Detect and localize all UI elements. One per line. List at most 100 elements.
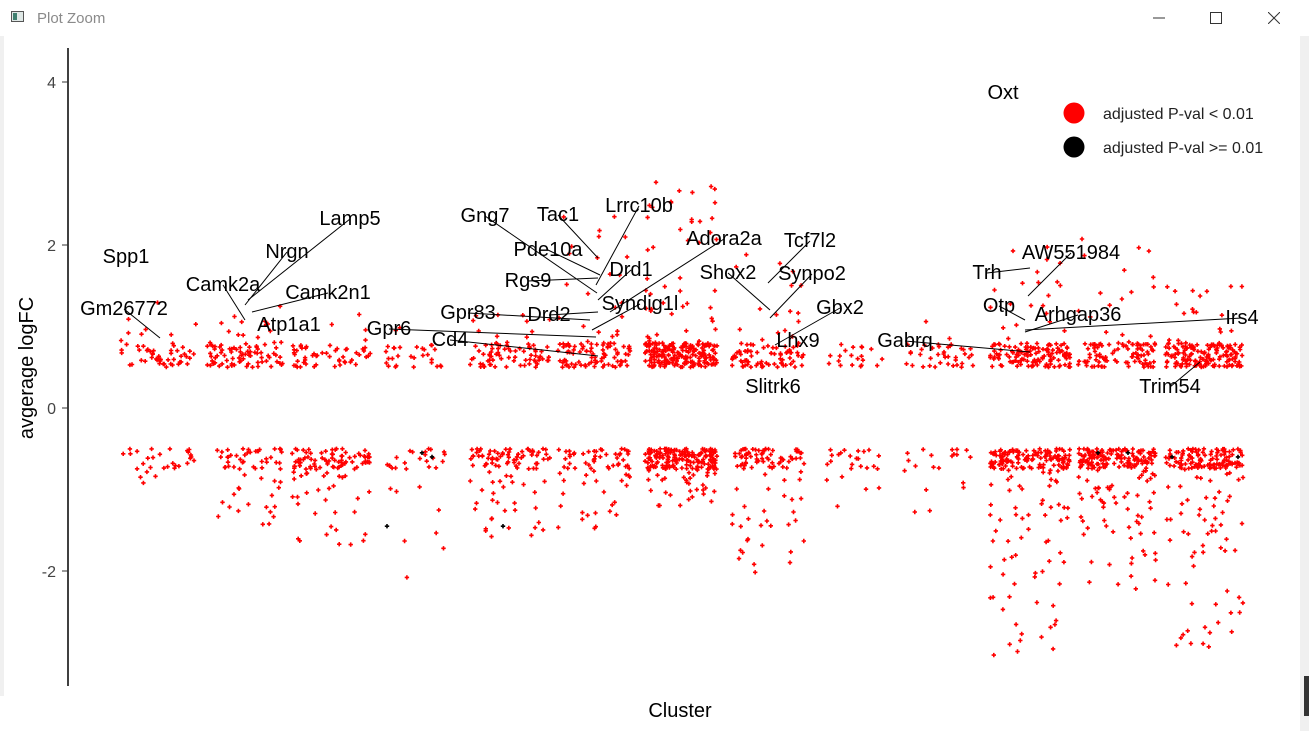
close-button[interactable] <box>1254 4 1294 32</box>
data-point <box>801 461 807 466</box>
data-point <box>1043 364 1048 369</box>
data-point <box>1202 625 1208 630</box>
data-point <box>665 454 670 459</box>
data-point <box>935 352 941 357</box>
data-point <box>599 356 604 361</box>
data-point <box>229 361 234 367</box>
data-point <box>652 345 657 351</box>
data-point <box>1065 461 1070 467</box>
data-point <box>1089 559 1094 565</box>
data-point <box>1020 516 1025 521</box>
data-point <box>678 503 683 508</box>
data-point <box>1082 253 1087 258</box>
data-point <box>126 330 131 336</box>
data-point <box>766 362 771 367</box>
data-point <box>342 359 347 364</box>
data-point <box>777 261 783 266</box>
data-point <box>1137 475 1142 480</box>
data-point <box>745 538 750 543</box>
data-point <box>1079 496 1084 501</box>
data-point <box>237 466 242 472</box>
data-point <box>216 514 221 519</box>
data-point <box>730 521 735 527</box>
data-point <box>1196 463 1202 468</box>
data-point <box>1145 478 1150 484</box>
data-point <box>260 522 265 527</box>
maximize-button[interactable] <box>1196 4 1236 32</box>
data-point <box>1119 459 1124 465</box>
data-point <box>1223 449 1228 454</box>
data-point <box>170 341 175 346</box>
data-point <box>1007 449 1012 454</box>
data-point <box>1013 512 1019 517</box>
data-point <box>327 343 333 348</box>
data-point <box>1026 364 1031 369</box>
data-point <box>613 347 618 352</box>
data-point <box>470 463 475 468</box>
data-point <box>481 364 487 369</box>
data-point <box>151 348 156 353</box>
data-point <box>1039 501 1044 506</box>
data-point <box>1189 601 1195 606</box>
data-point <box>1143 358 1148 363</box>
data-point <box>290 343 296 348</box>
minimize-button[interactable] <box>1139 4 1179 32</box>
data-point <box>905 451 910 456</box>
data-point <box>788 309 793 314</box>
data-point <box>584 473 589 478</box>
data-point <box>663 451 668 456</box>
gene-label-leader-line <box>547 249 601 276</box>
data-point <box>660 453 665 458</box>
data-point <box>1104 461 1110 467</box>
data-point <box>420 353 426 358</box>
data-point <box>189 454 194 460</box>
data-point <box>1125 506 1130 512</box>
data-point <box>706 462 711 467</box>
data-point <box>1166 456 1172 461</box>
data-point <box>1227 494 1232 499</box>
data-point <box>324 351 329 356</box>
data-point <box>225 447 230 452</box>
data-point <box>271 514 276 519</box>
data-point <box>849 466 854 471</box>
data-point <box>876 453 881 458</box>
data-point <box>1019 349 1024 355</box>
data-point <box>1217 326 1222 332</box>
data-point <box>748 454 753 459</box>
data-point <box>824 477 829 483</box>
title-bar[interactable]: Plot Zoom <box>0 0 1309 36</box>
data-point <box>436 507 441 513</box>
data-point <box>625 451 631 457</box>
data-point <box>738 352 743 357</box>
data-point <box>766 486 771 492</box>
data-point <box>996 352 1002 358</box>
data-point <box>529 533 534 538</box>
gene-label: Gbx2 <box>816 297 864 319</box>
data-point <box>712 288 718 293</box>
data-point <box>839 474 845 479</box>
data-point <box>760 543 765 548</box>
data-point <box>685 301 690 306</box>
data-point <box>951 363 956 368</box>
data-point <box>1221 458 1227 463</box>
data-point <box>753 570 758 575</box>
data-point <box>1178 635 1184 641</box>
data-point <box>316 487 321 493</box>
data-point <box>209 354 214 359</box>
data-point <box>1066 457 1071 462</box>
data-point <box>1185 357 1190 362</box>
data-point <box>581 451 586 456</box>
data-point <box>1173 352 1178 357</box>
data-point <box>734 264 739 270</box>
data-point <box>419 450 425 455</box>
data-point <box>600 347 606 353</box>
data-point <box>1141 454 1146 460</box>
data-point <box>1235 446 1241 452</box>
data-point <box>737 451 742 456</box>
gene-label-leader-line <box>244 251 288 306</box>
data-point <box>1139 457 1144 463</box>
data-point <box>1029 466 1034 471</box>
data-point <box>298 343 304 348</box>
gene-label-leader-line <box>727 272 771 311</box>
close-icon <box>1268 12 1280 24</box>
